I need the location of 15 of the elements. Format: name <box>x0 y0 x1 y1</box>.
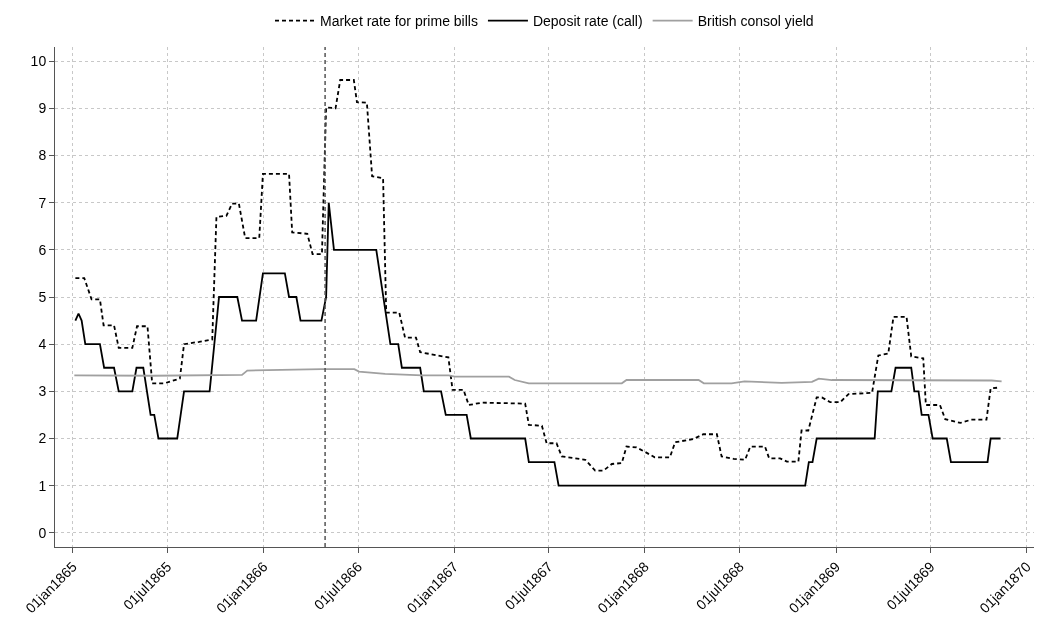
y-tick-label: 1 <box>38 477 47 494</box>
legend-label: Deposit rate (call) <box>532 13 643 30</box>
y-tick-label: 4 <box>38 336 47 353</box>
y-tick-label: 0 <box>38 524 47 541</box>
legend-label: British consol yield <box>697 13 814 30</box>
y-tick-label: 5 <box>38 288 47 305</box>
y-tick-label: 7 <box>38 194 47 211</box>
y-tick-label: 2 <box>38 430 47 447</box>
y-tick-label: 8 <box>38 147 47 164</box>
y-tick-label: 3 <box>38 383 47 400</box>
y-tick-label: 6 <box>38 241 47 258</box>
y-tick-label: 10 <box>30 53 47 70</box>
y-tick-label: 9 <box>38 100 47 117</box>
legend-label: Market rate for prime bills <box>320 13 478 30</box>
line-series <box>73 368 1003 385</box>
